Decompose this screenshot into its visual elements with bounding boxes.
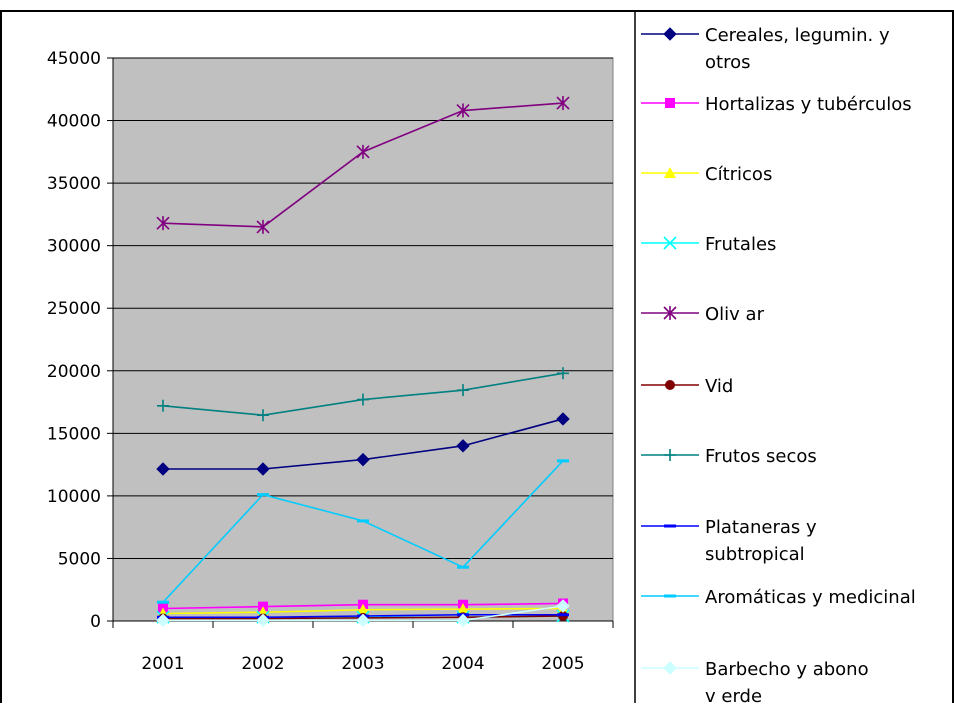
data-point bbox=[457, 603, 469, 615]
series-olivar bbox=[156, 96, 570, 234]
legend-entry: Hortalizas y tubérculos bbox=[641, 94, 912, 115]
data-point bbox=[356, 613, 370, 628]
data-point bbox=[556, 412, 570, 426]
data-point bbox=[256, 613, 270, 628]
y-tick-label: 25000 bbox=[47, 299, 101, 319]
legend-entry: Aromáticas y medicinal bbox=[641, 587, 916, 608]
series-barbecho-y-abono-verde bbox=[156, 599, 570, 628]
data-point bbox=[664, 524, 676, 528]
legend-entry: Plataneras y subtropical bbox=[641, 517, 817, 565]
legend-label: Frutales bbox=[705, 234, 776, 255]
legend-label: Aromáticas y medicinal bbox=[705, 587, 916, 608]
data-point bbox=[663, 236, 677, 250]
y-tick-label: 5000 bbox=[58, 549, 101, 569]
y-tick-label: 45000 bbox=[47, 49, 101, 69]
series-arom-ticas-y-medicinal bbox=[157, 459, 569, 604]
data-point bbox=[157, 600, 169, 604]
data-point bbox=[256, 219, 270, 234]
y-tick-label: 10000 bbox=[47, 487, 101, 507]
legend-label: Vid bbox=[705, 376, 733, 397]
series-cereales-legumin-y-otros bbox=[156, 412, 570, 476]
x-tick-label: 2004 bbox=[441, 654, 484, 674]
data-point bbox=[663, 661, 677, 675]
legend: Cereales, legumin. y otros Hortalizas y tu… bbox=[641, 25, 916, 707]
x-tick-labels: 2001 2002 2003 2004 2005 bbox=[112, 621, 614, 674]
data-point bbox=[557, 459, 569, 463]
legend-label: Frutos secos bbox=[705, 446, 817, 467]
legend-label: Hortalizas y tubérculos bbox=[705, 94, 912, 115]
data-point bbox=[257, 409, 269, 422]
x-tick-label: 2002 bbox=[241, 654, 284, 674]
data-point bbox=[357, 603, 369, 615]
data-point bbox=[456, 103, 470, 118]
data-point bbox=[664, 594, 676, 598]
data-point bbox=[556, 599, 570, 613]
data-point bbox=[457, 565, 469, 569]
data-point bbox=[156, 216, 170, 231]
data-point bbox=[256, 462, 270, 476]
series-lines bbox=[156, 96, 570, 628]
data-point bbox=[663, 306, 677, 320]
data-point bbox=[557, 367, 569, 380]
data-point bbox=[665, 98, 675, 108]
legend-label: subtropical bbox=[705, 544, 805, 565]
x-tick-label: 2005 bbox=[541, 654, 584, 674]
legend-label: Oliv ar bbox=[705, 304, 765, 325]
legend-entry: Frutales bbox=[641, 234, 776, 255]
legend-entry: Frutos secos bbox=[641, 446, 817, 467]
data-point bbox=[357, 393, 369, 406]
y-tick-labels: 0 5000 10000 15000 20000 25000 30000 35000 40000… bbox=[47, 49, 113, 632]
data-point bbox=[663, 27, 677, 41]
data-point bbox=[665, 380, 675, 390]
data-point bbox=[156, 613, 170, 628]
legend-entry: Vid bbox=[641, 376, 733, 397]
y-tick-label: 15000 bbox=[47, 424, 101, 444]
y-tick-label: 20000 bbox=[47, 362, 101, 382]
legend-label: Cereales, legumin. y bbox=[705, 25, 890, 46]
legend-entry: Cereales, legumin. y otros bbox=[641, 25, 890, 73]
plot-area bbox=[112, 57, 614, 622]
data-point bbox=[356, 144, 370, 159]
legend-entry: Barbecho y abono v erde bbox=[641, 659, 869, 707]
data-point bbox=[664, 449, 676, 461]
data-point bbox=[157, 399, 169, 412]
data-point bbox=[156, 462, 170, 476]
x-tick-label: 2001 bbox=[141, 654, 184, 674]
legend-label: Cítricos bbox=[705, 164, 772, 185]
y-tick-label: 35000 bbox=[47, 174, 101, 194]
x-tick-label: 2003 bbox=[341, 654, 384, 674]
legend-label: Barbecho y abono bbox=[705, 659, 869, 680]
legend-label: v erde bbox=[705, 686, 762, 703]
legend-entry: Oliv ar bbox=[641, 304, 765, 325]
legend-label: Plataneras y bbox=[705, 517, 817, 538]
data-point bbox=[664, 167, 676, 178]
y-tick-label: 40000 bbox=[47, 112, 101, 132]
gridlines bbox=[113, 57, 613, 559]
data-point bbox=[257, 493, 269, 497]
data-point bbox=[456, 439, 470, 453]
y-tick-label: 30000 bbox=[47, 237, 101, 257]
legend-entry: Cítricos bbox=[641, 164, 772, 185]
legend-label: otros bbox=[705, 52, 750, 73]
data-point bbox=[456, 613, 470, 628]
data-point bbox=[357, 519, 369, 523]
data-point bbox=[457, 384, 469, 397]
data-point bbox=[556, 96, 570, 111]
data-point bbox=[356, 452, 370, 467]
series-frutos-secos bbox=[157, 367, 569, 422]
y-tick-label: 0 bbox=[90, 612, 101, 632]
data-point bbox=[557, 613, 569, 617]
